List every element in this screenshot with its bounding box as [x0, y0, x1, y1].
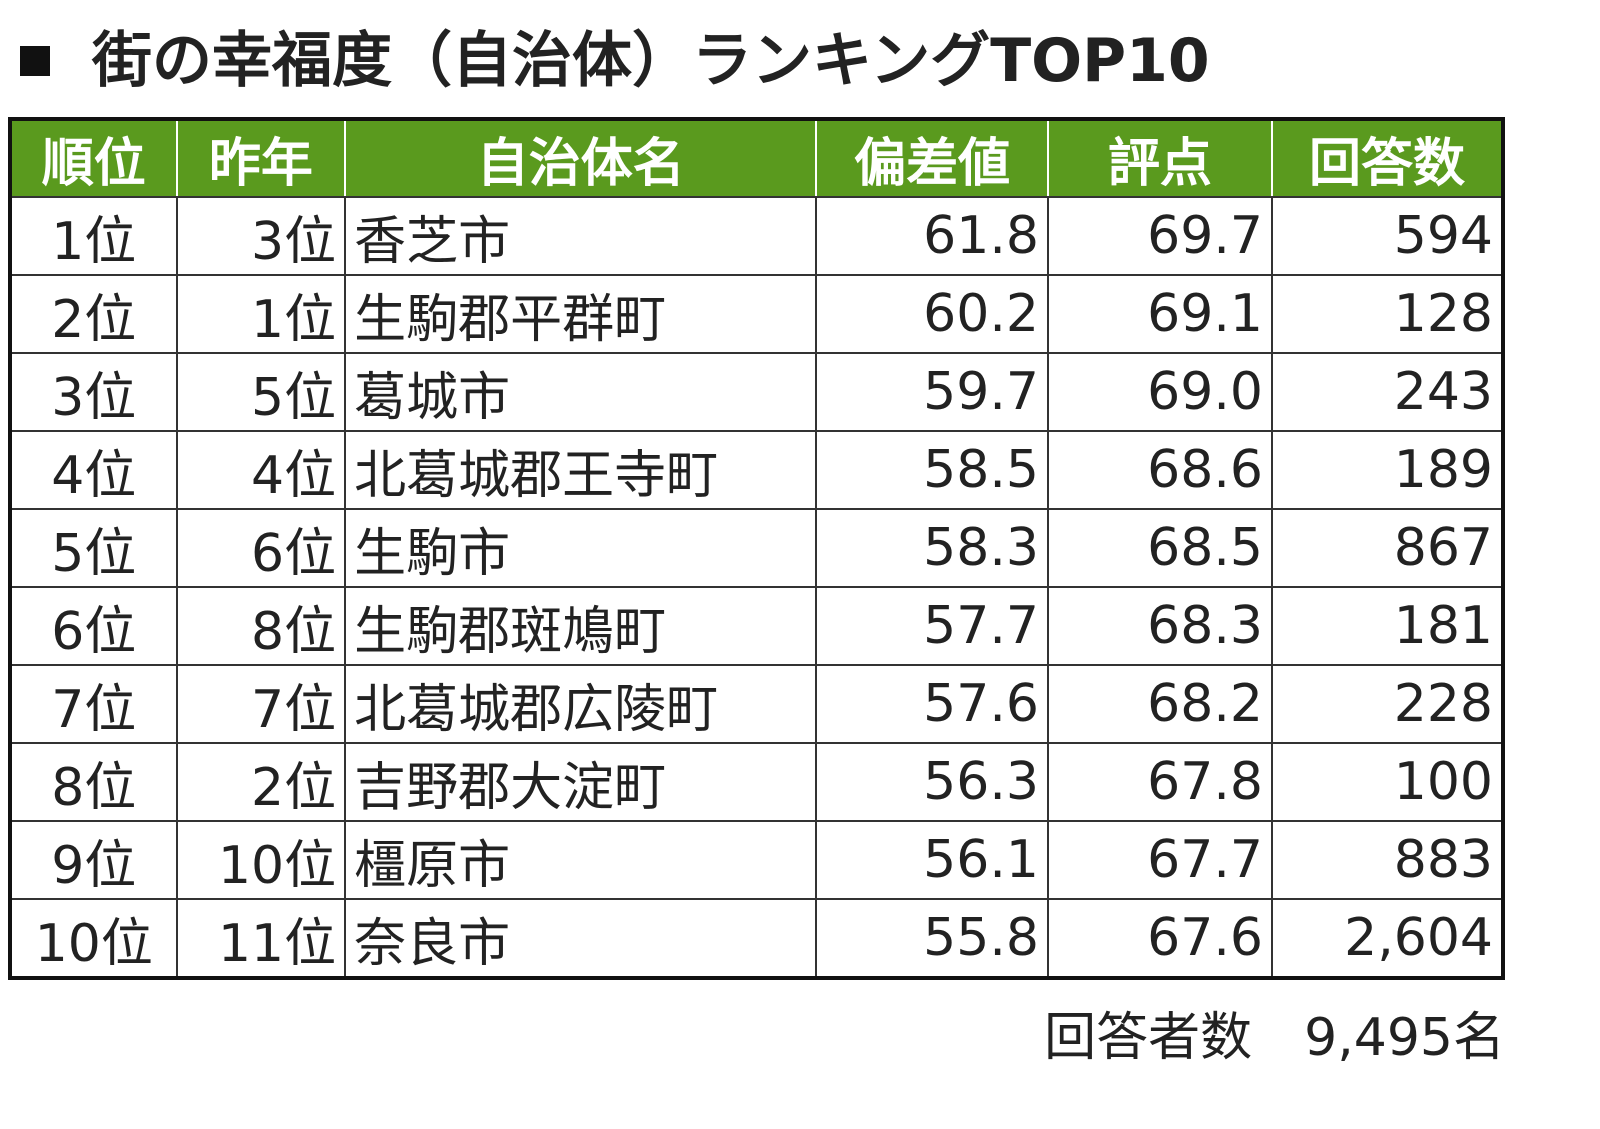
table-cell: 56.3	[815, 742, 1049, 822]
table-row: 3位 5位 葛城市 59.7 69.0 243	[9, 352, 1505, 432]
table-cell: 59.7	[815, 352, 1049, 432]
table-row: 4位 4位 北葛城郡王寺町 58.5 68.6 189	[9, 430, 1505, 510]
table-cell: 2位	[175, 742, 347, 822]
table-cell: 67.7	[1046, 820, 1273, 900]
table-cell: 68.5	[1046, 508, 1273, 588]
table-cell: 生駒郡平群町	[344, 274, 818, 354]
table-row: 9位 10位 橿原市 56.1 67.7 883	[9, 820, 1505, 900]
table-cell: 生駒市	[344, 508, 818, 588]
table-cell: 68.6	[1046, 430, 1273, 510]
header-row: 順位 昨年 自治体名 偏差値 評点 回答数	[9, 118, 1505, 198]
table-cell: 香芝市	[344, 196, 818, 276]
table-cell: 68.3	[1046, 586, 1273, 666]
table-cell: 58.5	[815, 430, 1049, 510]
table-cell: 181	[1270, 586, 1505, 666]
table-row: 8位 2位 吉野郡大淀町 56.3 67.8 100	[9, 742, 1505, 822]
table-cell: 6位	[175, 508, 347, 588]
table-cell: 葛城市	[344, 352, 818, 432]
table-cell: 7位	[175, 664, 347, 744]
table-cell: 生駒郡斑鳩町	[344, 586, 818, 666]
table-cell: 243	[1270, 352, 1505, 432]
square-bullet-icon	[20, 45, 50, 76]
table-cell: 61.8	[815, 196, 1049, 276]
table-row: 5位 6位 生駒市 58.3 68.5 867	[9, 508, 1505, 588]
table-cell: 55.8	[815, 898, 1049, 979]
table-cell: 11位	[175, 898, 347, 979]
page-title: 街の幸福度（自治体）ランキングTOP10	[20, 12, 1210, 99]
column-header: 順位	[9, 118, 178, 198]
column-header: 昨年	[175, 118, 347, 198]
table-cell: 1位	[175, 274, 347, 354]
table-cell: 8位	[175, 586, 347, 666]
table-cell: 吉野郡大淀町	[344, 742, 818, 822]
table-row: 2位 1位 生駒郡平群町 60.2 69.1 128	[9, 274, 1505, 354]
table-cell: 56.1	[815, 820, 1049, 900]
respondent-count: 回答者数 9,495名	[1044, 1008, 1505, 1068]
table-cell: 594	[1270, 196, 1505, 276]
table-cell: 9位	[9, 820, 178, 900]
table-row: 7位 7位 北葛城郡広陵町 57.6 68.2 228	[9, 664, 1505, 744]
table-cell: 69.7	[1046, 196, 1273, 276]
table-cell: 867	[1270, 508, 1505, 588]
table-cell: 2位	[9, 274, 178, 354]
table-cell: 5位	[175, 352, 347, 432]
table-cell: 228	[1270, 664, 1505, 744]
table-cell: 4位	[9, 430, 178, 510]
column-header: 回答数	[1270, 118, 1505, 198]
table-cell: 68.2	[1046, 664, 1273, 744]
table-cell: 10位	[9, 898, 178, 979]
table-cell: 60.2	[815, 274, 1049, 354]
ranking-table: 順位 昨年 自治体名 偏差値 評点 回答数 1位 3位 香芝市 61.8 69.7 594 2位 1位生…	[8, 117, 1505, 980]
table-cell: 189	[1270, 430, 1505, 510]
table-cell: 2,604	[1270, 898, 1505, 979]
table-cell: 67.8	[1046, 742, 1273, 822]
table-cell: 橿原市	[344, 820, 818, 900]
table-cell: 4位	[175, 430, 347, 510]
table-cell: 北葛城郡広陵町	[344, 664, 818, 744]
table-cell: 69.0	[1046, 352, 1273, 432]
table-cell: 100	[1270, 742, 1505, 822]
table-row: 6位 8位 生駒郡斑鳩町 57.7 68.3 181	[9, 586, 1505, 666]
table-cell: 57.7	[815, 586, 1049, 666]
table-cell: 10位	[175, 820, 347, 900]
table-cell: 3位	[9, 352, 178, 432]
table-cell: 57.6	[815, 664, 1049, 744]
column-header: 自治体名	[344, 118, 818, 198]
title-text: 街の幸福度（自治体）ランキングTOP10	[92, 26, 1210, 96]
table-cell: 58.3	[815, 508, 1049, 588]
table-cell: 7位	[9, 664, 178, 744]
table-cell: 1位	[9, 196, 178, 276]
table-cell: 奈良市	[344, 898, 818, 979]
table-cell: 5位	[9, 508, 178, 588]
table-cell: 北葛城郡王寺町	[344, 430, 818, 510]
column-header: 偏差値	[815, 118, 1049, 198]
table-cell: 6位	[9, 586, 178, 666]
table-cell: 883	[1270, 820, 1505, 900]
table-row: 10位 11位 奈良市 55.8 67.6 2,604	[9, 898, 1505, 979]
column-header: 評点	[1046, 118, 1273, 198]
table-cell: 128	[1270, 274, 1505, 354]
table-row: 1位 3位 香芝市 61.8 69.7 594	[9, 196, 1505, 276]
table-cell: 67.6	[1046, 898, 1273, 979]
table-cell: 8位	[9, 742, 178, 822]
table-cell: 3位	[175, 196, 347, 276]
table-cell: 69.1	[1046, 274, 1273, 354]
